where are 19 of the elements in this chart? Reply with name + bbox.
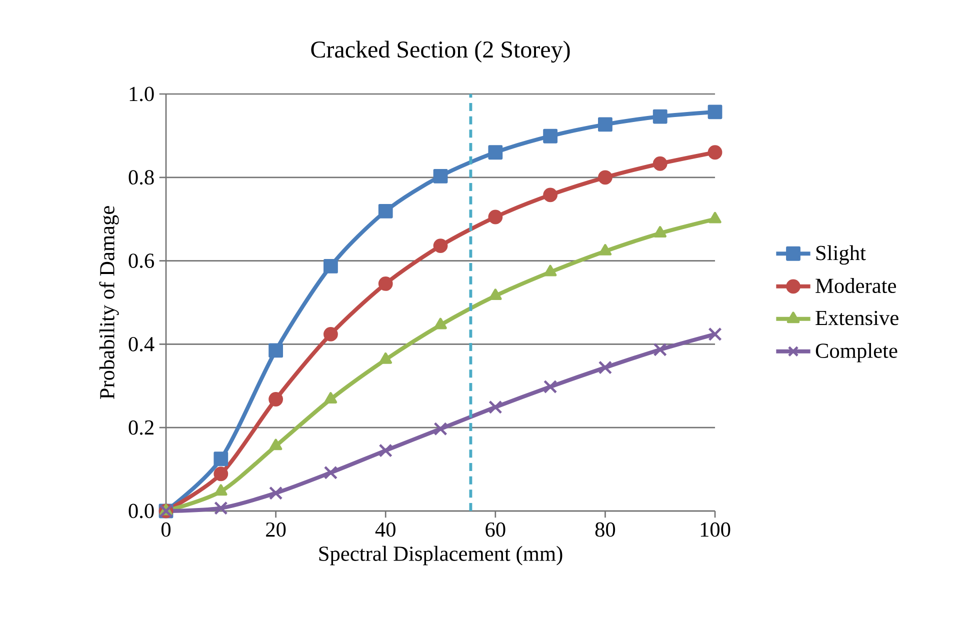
x-axis-title: Spectral Displacement (mm) [319,546,562,566]
legend-label: Extensive [816,310,898,326]
y-tick-label: 0.4 [128,336,154,352]
legend-label: Slight [816,245,866,265]
chart-title: Cracked Section (2 Storey) [311,40,570,63]
y-tick-label: 1.0 [130,86,154,102]
y-tick-label: 0.2 [128,420,154,435]
x-tick-label: 40 [375,522,396,537]
x-tick-label: 80 [595,522,616,537]
legend-label: Complete [816,342,898,362]
x-tick-label: 100 [700,522,730,537]
legend-label: Moderate [816,278,896,294]
y-axis-title: Probability of Damage [99,206,119,400]
x-tick-label: 60 [486,522,506,537]
x-tick-label: 20 [266,522,286,537]
y-tick-label: 0.8 [128,170,154,185]
y-tick-label: 0.0 [128,504,154,518]
x-tick-label: 0 [161,522,171,537]
y-tick-label: 0.6 [128,254,154,268]
